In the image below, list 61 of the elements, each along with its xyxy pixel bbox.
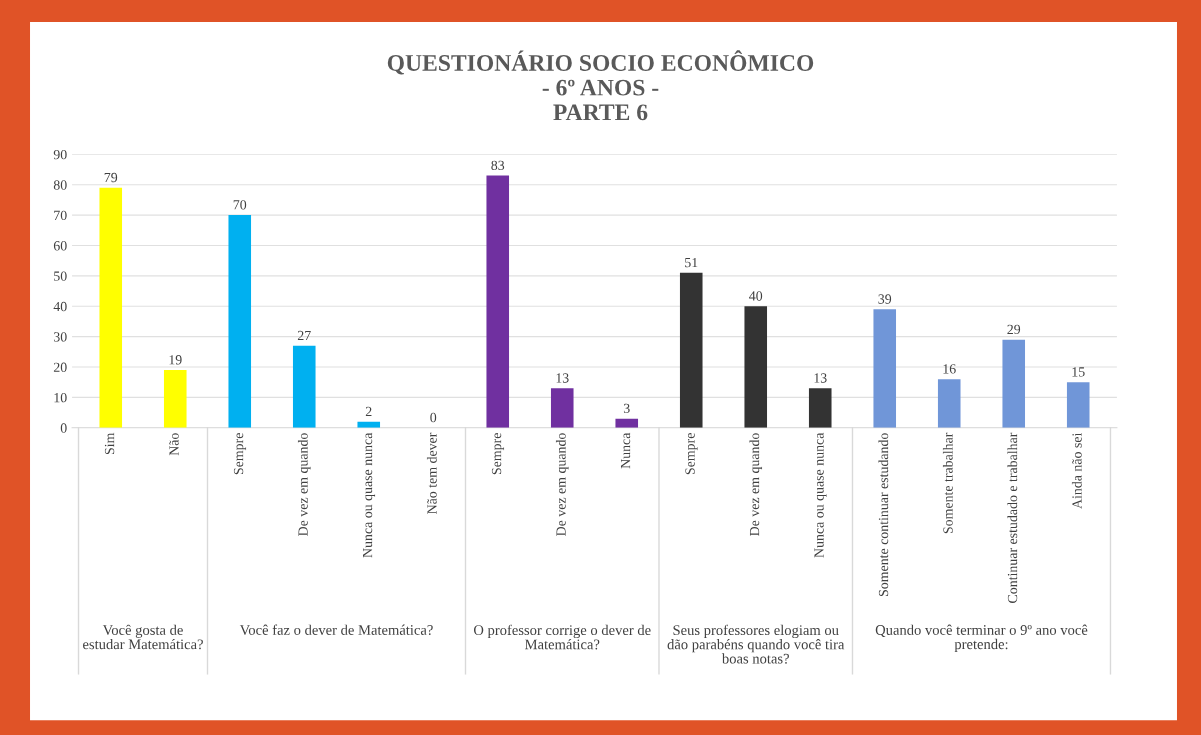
y-tick-label: 30 xyxy=(53,332,67,342)
y-tick-label: 50 xyxy=(54,271,67,281)
data-label: 13 xyxy=(814,373,827,383)
x-tick-label: Nunca xyxy=(620,432,631,469)
y-tick-label: 10 xyxy=(54,392,67,403)
data-label: 15 xyxy=(1072,367,1085,377)
bar xyxy=(163,370,187,428)
text: O professor corrige o dever de Matemática? xyxy=(473,624,651,650)
data-label: 0 xyxy=(430,412,437,423)
data-label: 40 xyxy=(749,291,763,301)
x-tick-label: Somente continuar estudando xyxy=(878,433,889,597)
data-label: 16 xyxy=(943,364,956,374)
bar xyxy=(292,345,316,428)
text: Seus professores elogiam ou dão parabéns quando você tira boas notas? xyxy=(667,624,845,664)
chart-title: QUESTIONÁRIO SOCIO ECONÔMICO - 6º ANOS - PARTE 6 xyxy=(387,50,814,121)
bar xyxy=(99,187,123,428)
x-tick-label: Nunca ou quase nunca xyxy=(814,432,827,558)
x-tick-label: De vez em quando xyxy=(749,433,763,536)
x-tick-label: De vez em quando xyxy=(297,433,311,536)
data-label: 3 xyxy=(623,403,630,414)
x-tick-label: Sempre xyxy=(233,433,247,475)
bar xyxy=(1066,382,1090,428)
data-label: 70 xyxy=(233,200,247,210)
bar xyxy=(744,306,768,428)
text: Você gosta de estudar Matemática? xyxy=(83,624,203,650)
x-tick-label: Nunca ou quase nunca xyxy=(363,432,376,558)
x-tick-label: Continuar estudado e trabalhar xyxy=(1007,432,1018,603)
text: Você faz o dever de Matemática? xyxy=(239,624,433,635)
bar xyxy=(808,388,832,428)
y-tick-label: 0 xyxy=(60,423,67,433)
bar xyxy=(228,215,252,428)
bar xyxy=(873,309,897,428)
data-label: 19 xyxy=(169,355,182,365)
x-tick-label: Sempre xyxy=(685,433,698,475)
bar xyxy=(1002,339,1026,428)
x-tick-label: De vez em quando xyxy=(555,433,569,536)
x-tick-label: Não xyxy=(169,433,179,456)
bar xyxy=(486,175,510,428)
y-tick-label: 90 xyxy=(53,149,67,160)
y-tick-label: 40 xyxy=(53,301,67,312)
data-label: 51 xyxy=(685,257,698,268)
x-tick-label: Sempre xyxy=(491,433,505,475)
data-label: 79 xyxy=(104,172,118,183)
text: Quando você terminar o 9º ano você pretende: xyxy=(875,624,1088,653)
x-tick-label: Ainda não sei xyxy=(1071,432,1082,509)
bar xyxy=(550,388,574,428)
y-tick-label: 60 xyxy=(53,241,67,251)
bar xyxy=(937,379,961,428)
x-tick-label: Sim xyxy=(104,432,115,455)
data-label: 13 xyxy=(556,373,569,383)
x-tick-label: Somente trabalhar xyxy=(942,432,953,534)
y-tick-label: 70 xyxy=(54,210,67,221)
data-label: 39 xyxy=(878,294,892,304)
data-label: 29 xyxy=(1007,324,1021,335)
data-label: 27 xyxy=(297,330,311,341)
bar xyxy=(679,272,703,428)
data-label: 83 xyxy=(491,160,505,171)
y-tick-label: 20 xyxy=(53,362,67,372)
y-tick-label: 80 xyxy=(53,180,67,190)
x-tick-label: Não tem dever xyxy=(426,432,437,514)
data-label: 2 xyxy=(365,406,372,416)
